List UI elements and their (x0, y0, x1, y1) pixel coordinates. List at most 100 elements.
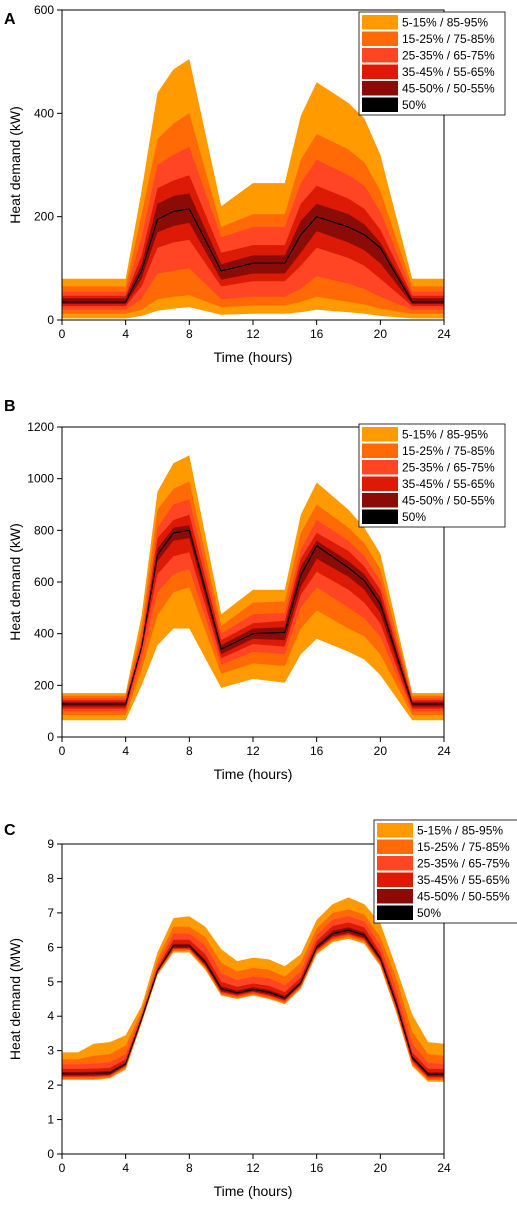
legend-entry: 5-15% / 85-95% (402, 428, 488, 442)
legend-swatch (362, 443, 398, 458)
x-tick-label: 16 (310, 744, 324, 758)
x-axis-title: Time (hours) (214, 349, 293, 365)
x-tick-label: 24 (437, 744, 451, 758)
x-tick-label: 12 (246, 744, 260, 758)
x-tick-label: 20 (374, 1161, 388, 1175)
x-tick-label: 0 (59, 1161, 66, 1175)
y-tick-label: 3 (47, 1044, 54, 1058)
y-axis-title: Heat demand (kW) (7, 106, 23, 223)
x-tick-label: 8 (186, 327, 193, 341)
y-tick-label: 1 (47, 1113, 54, 1127)
panel-letter: A (4, 11, 16, 28)
legend-entry: 35-45% / 55-65% (402, 65, 495, 79)
legend-swatch (362, 81, 398, 96)
legend-entry: 35-45% / 55-65% (402, 477, 495, 491)
legend-swatch (377, 872, 413, 887)
x-tick-label: 0 (59, 744, 66, 758)
legend-swatch (362, 97, 398, 112)
y-tick-label: 400 (34, 106, 54, 120)
legend-entry: 5-15% / 85-95% (417, 824, 503, 838)
median-line (62, 529, 444, 705)
y-axis-title: Heat demand (kW) (7, 523, 23, 640)
band-5 (62, 525, 444, 707)
y-tick-label: 0 (47, 1147, 54, 1161)
y-tick-label: 600 (34, 3, 54, 17)
x-tick-label: 0 (59, 327, 66, 341)
y-tick-label: 200 (34, 210, 54, 224)
x-axis-title: Time (hours) (214, 766, 293, 782)
legend-entry: 15-25% / 75-85% (417, 840, 510, 854)
x-tick-label: 16 (310, 1161, 324, 1175)
x-tick-label: 20 (374, 744, 388, 758)
y-tick-label: 600 (34, 575, 54, 589)
y-tick-label: 1000 (27, 472, 54, 486)
y-tick-label: 6 (47, 940, 54, 954)
legend: 5-15% / 85-95% 15-25% / 75-85% 25-35% / 65… (358, 423, 506, 528)
legend: 5-15% / 85-95% 15-25% / 75-85% 25-35% / 65… (358, 11, 506, 116)
y-tick-label: 9 (47, 837, 54, 851)
legend-entry: 35-45% / 55-65% (417, 873, 510, 887)
x-tick-label: 4 (122, 327, 129, 341)
legend-entry: 5-15% / 85-95% (402, 16, 488, 30)
legend-swatch (362, 31, 398, 46)
x-tick-label: 12 (246, 1161, 260, 1175)
legend-entry: 25-35% / 65-75% (402, 461, 495, 475)
y-tick-label: 2 (47, 1078, 54, 1092)
legend-swatch (377, 839, 413, 854)
legend-entry: 25-35% / 65-75% (417, 857, 510, 871)
legend-swatch (362, 427, 398, 442)
legend-swatch (377, 889, 413, 904)
y-tick-label: 0 (47, 730, 54, 744)
panel-b: 0 4 8 12 16 20 24 0 200 400 600 800 1000 1200 Time (ho… (4, 398, 506, 782)
median-line (62, 929, 444, 1075)
panel-a: 0 4 8 12 16 20 24 0 200 400 600 Time (hours) Heat de… (4, 3, 506, 365)
x-tick-label: 4 (122, 744, 129, 758)
x-tick-label: 12 (246, 327, 260, 341)
median-line (62, 208, 444, 303)
x-tick-label: 24 (437, 327, 451, 341)
y-tick-label: 5 (47, 975, 54, 989)
legend-entry: 15-25% / 75-85% (402, 32, 495, 46)
legend-entry: 50% (402, 510, 426, 524)
legend-swatch (362, 509, 398, 524)
legend-swatch (377, 823, 413, 838)
x-tick-label: 8 (186, 744, 193, 758)
y-tick-label: 8 (47, 871, 54, 885)
x-tick-label: 16 (310, 327, 324, 341)
y-tick-label: 7 (47, 906, 54, 920)
y-tick-label: 0 (47, 313, 54, 327)
legend-entry: 25-35% / 65-75% (402, 49, 495, 63)
legend-swatch (362, 48, 398, 63)
legend-entry: 45-50% / 50-55% (417, 890, 510, 904)
legend-swatch (377, 856, 413, 871)
y-axis-title: Heat demand (MW) (7, 938, 23, 1060)
legend-swatch (362, 493, 398, 508)
legend-entry: 15-25% / 75-85% (402, 444, 495, 458)
legend-swatch (362, 460, 398, 475)
legend-entry: 50% (417, 906, 441, 920)
panel-letter: B (4, 398, 16, 415)
x-axis-title: Time (hours) (214, 1183, 293, 1199)
legend-entry: 45-50% / 50-55% (402, 494, 495, 508)
band-3 (62, 146, 444, 310)
panel-letter: C (4, 822, 16, 839)
band-2 (62, 909, 444, 1080)
x-tick-label: 24 (437, 1161, 451, 1175)
y-tick-label: 200 (34, 678, 54, 692)
y-tick-label: 800 (34, 523, 54, 537)
legend-swatch (362, 15, 398, 30)
x-tick-label: 8 (186, 1161, 193, 1175)
x-tick-label: 20 (374, 327, 388, 341)
legend-swatch (377, 905, 413, 920)
legend-swatch (362, 476, 398, 491)
legend-entry: 45-50% / 50-55% (402, 82, 495, 96)
legend-entry: 50% (402, 98, 426, 112)
legend-swatch (362, 64, 398, 79)
legend: 5-15% / 85-95% 15-25% / 75-85% 25-35% / 65… (373, 819, 517, 924)
y-tick-label: 400 (34, 627, 54, 641)
y-tick-label: 1200 (27, 420, 54, 434)
x-tick-label: 4 (122, 1161, 129, 1175)
y-tick-label: 4 (47, 1009, 54, 1023)
